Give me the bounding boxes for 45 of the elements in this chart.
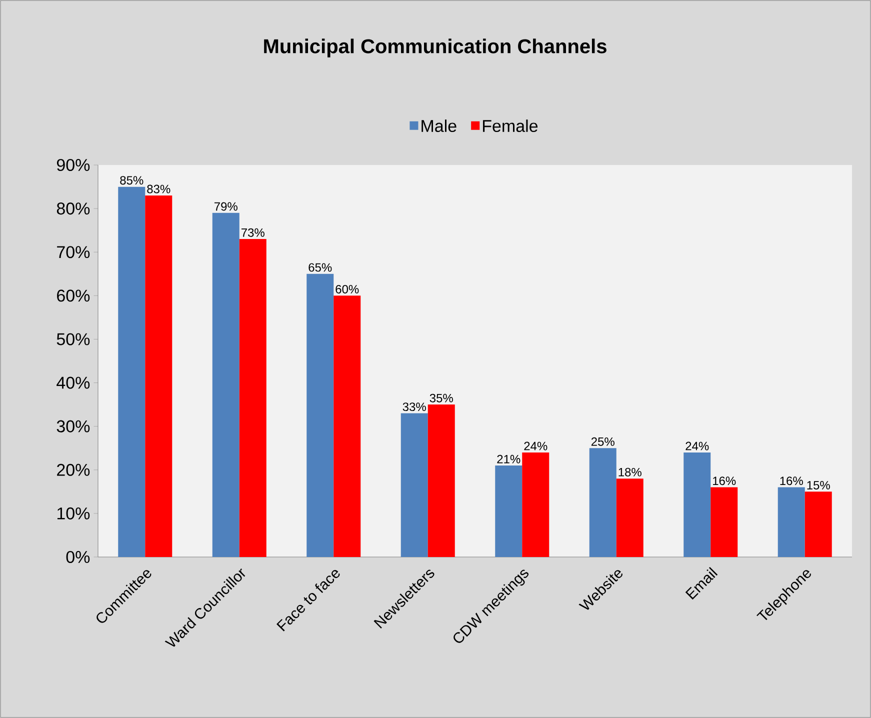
bar bbox=[428, 404, 455, 557]
bar bbox=[589, 448, 616, 557]
data-label: 16% bbox=[713, 476, 736, 486]
bar bbox=[804, 492, 832, 557]
data-label: 16% bbox=[780, 476, 803, 486]
bar bbox=[118, 186, 146, 557]
legend-label: Male bbox=[422, 120, 456, 132]
y-tick-label: 10% bbox=[57, 507, 90, 520]
data-label: 21% bbox=[497, 454, 520, 464]
data-label: 18% bbox=[618, 468, 642, 476]
bar bbox=[684, 452, 711, 557]
data-label: 83% bbox=[147, 184, 170, 194]
bar bbox=[616, 478, 644, 557]
bar bbox=[400, 413, 428, 557]
data-label: 35% bbox=[430, 394, 453, 402]
bar bbox=[334, 296, 361, 557]
data-label: 79% bbox=[214, 202, 238, 211]
y-tick-label: 50% bbox=[56, 333, 90, 346]
y-tick-label: 40% bbox=[56, 376, 90, 389]
data-label: 60% bbox=[336, 284, 359, 294]
bar bbox=[495, 466, 522, 557]
legend-label: Female bbox=[483, 120, 538, 132]
bar bbox=[212, 212, 240, 557]
y-tick-label: 90% bbox=[56, 158, 90, 172]
data-label: 24% bbox=[686, 442, 709, 450]
y-tick-label: 20% bbox=[57, 464, 90, 476]
data-label: 24% bbox=[524, 442, 548, 450]
bar bbox=[306, 274, 334, 557]
y-tick-label: 60% bbox=[57, 290, 90, 302]
bar bbox=[145, 195, 172, 557]
y-tick-label: 0% bbox=[66, 550, 90, 564]
data-label: 15% bbox=[807, 481, 830, 490]
data-label: 25% bbox=[591, 437, 614, 446]
data-label: 33% bbox=[402, 402, 426, 412]
bar bbox=[710, 487, 738, 557]
data-label: 65% bbox=[308, 263, 332, 272]
y-tick-label: 70% bbox=[57, 246, 90, 258]
chart-title: Municipal Communication Channels bbox=[264, 38, 606, 58]
data-label: 73% bbox=[241, 228, 264, 237]
y-tick-label: 80% bbox=[56, 202, 90, 215]
bar bbox=[522, 452, 550, 557]
y-tick-label: 30% bbox=[56, 420, 90, 432]
bar bbox=[239, 239, 266, 557]
data-label: 85% bbox=[120, 176, 144, 185]
bar bbox=[778, 487, 805, 557]
